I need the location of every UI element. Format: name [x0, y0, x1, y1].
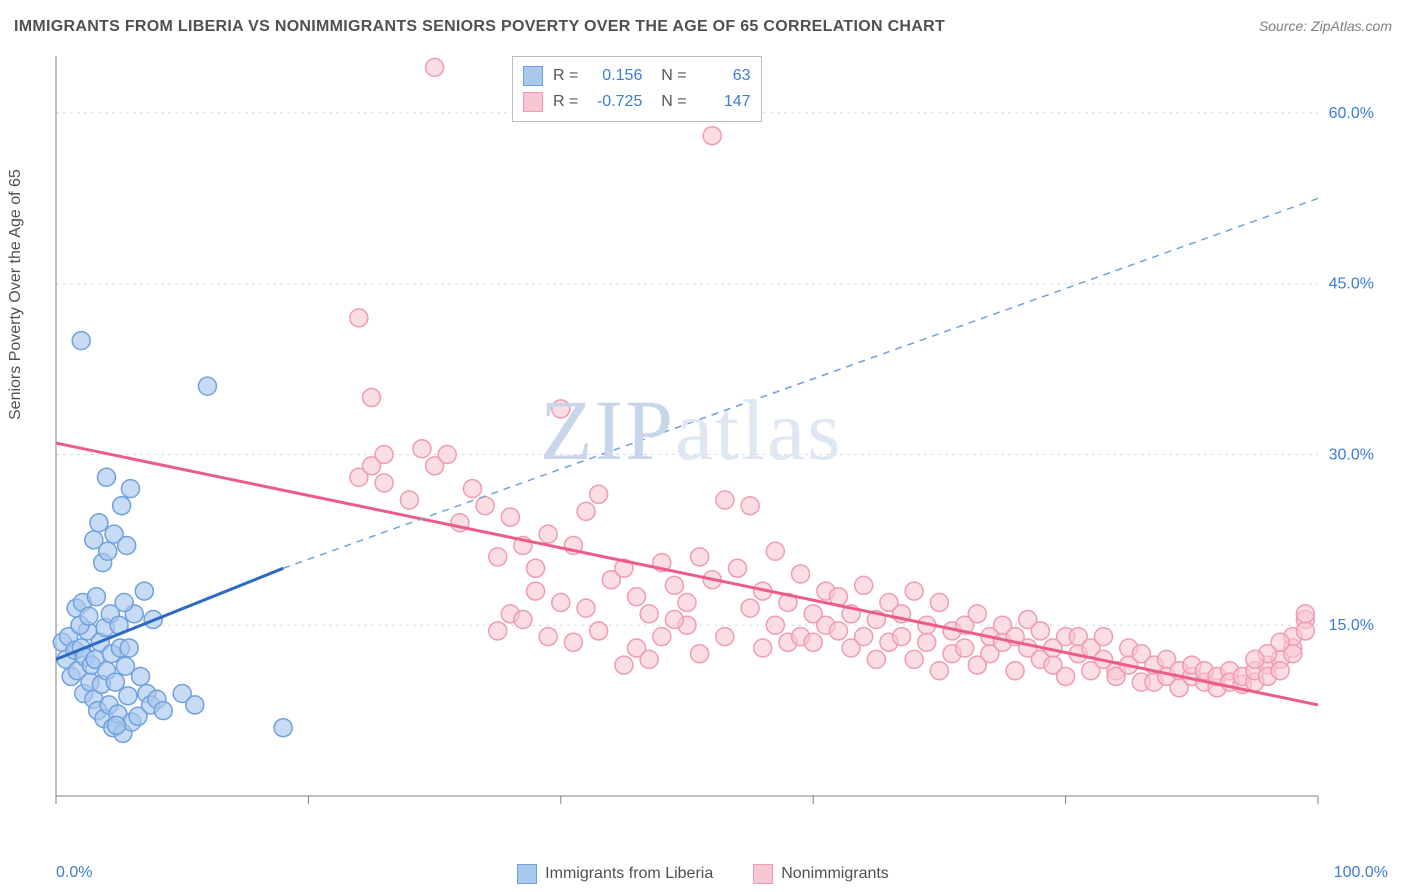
- legend-swatch-series2: [753, 864, 773, 884]
- y-axis-label: Seniors Poverty Over the Age of 65: [7, 169, 25, 420]
- legend-item-series2: Nonimmigrants: [753, 864, 889, 884]
- svg-text:45.0%: 45.0%: [1329, 276, 1374, 293]
- n-label: N =: [652, 67, 686, 85]
- r-label: R =: [553, 67, 578, 85]
- stats-row-series1: R = 0.156 N = 63: [523, 63, 751, 89]
- stats-legend-box: R = 0.156 N = 63 R = -0.725 N = 147: [512, 56, 762, 122]
- source-attribution: Source: ZipAtlas.com: [1259, 18, 1392, 34]
- n-label: N =: [652, 93, 686, 111]
- svg-text:60.0%: 60.0%: [1329, 105, 1374, 122]
- svg-text:30.0%: 30.0%: [1329, 446, 1374, 463]
- chart-area: 15.0% 30.0% 45.0% 60.0%: [52, 52, 1392, 838]
- swatch-series2: [523, 92, 543, 112]
- legend-item-series1: Immigrants from Liberia: [517, 864, 713, 884]
- source-link[interactable]: ZipAtlas.com: [1311, 18, 1392, 34]
- swatch-series1: [523, 66, 543, 86]
- header: IMMIGRANTS FROM LIBERIA VS NONIMMIGRANTS…: [14, 18, 1392, 36]
- svg-text:15.0%: 15.0%: [1329, 617, 1374, 634]
- scatter-chart: 15.0% 30.0% 45.0% 60.0%: [52, 52, 1382, 818]
- legend-label-series2: Nonimmigrants: [781, 865, 889, 883]
- source-prefix: Source:: [1259, 18, 1311, 34]
- stats-row-series2: R = -0.725 N = 147: [523, 89, 751, 115]
- legend-label-series1: Immigrants from Liberia: [545, 865, 713, 883]
- legend-swatch-series1: [517, 864, 537, 884]
- r-value-series2: -0.725: [588, 93, 642, 111]
- series-legend: Immigrants from Liberia Nonimmigrants: [0, 864, 1406, 884]
- chart-title: IMMIGRANTS FROM LIBERIA VS NONIMMIGRANTS…: [14, 18, 945, 36]
- r-value-series1: 0.156: [588, 67, 642, 85]
- n-value-series2: 147: [697, 93, 751, 111]
- n-value-series1: 63: [697, 67, 751, 85]
- r-label: R =: [553, 93, 578, 111]
